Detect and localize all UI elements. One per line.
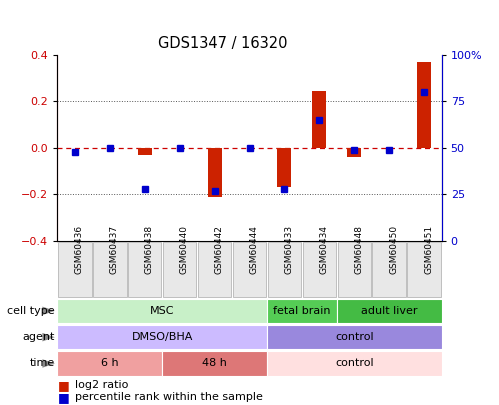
FancyBboxPatch shape (302, 242, 336, 296)
Text: control: control (335, 358, 374, 369)
Text: log2 ratio: log2 ratio (75, 380, 128, 390)
FancyBboxPatch shape (267, 325, 442, 349)
FancyBboxPatch shape (267, 299, 337, 323)
Text: ■: ■ (57, 391, 69, 404)
Text: GSM60437: GSM60437 (110, 225, 119, 274)
FancyBboxPatch shape (267, 352, 442, 375)
Text: GSM60433: GSM60433 (284, 225, 293, 274)
Text: GSM60444: GSM60444 (250, 225, 258, 274)
FancyBboxPatch shape (58, 242, 92, 296)
Text: ■: ■ (57, 379, 69, 392)
Text: MSC: MSC (150, 306, 175, 316)
FancyBboxPatch shape (267, 242, 301, 296)
Polygon shape (42, 307, 55, 315)
FancyBboxPatch shape (407, 242, 441, 296)
Text: percentile rank within the sample: percentile rank within the sample (75, 392, 263, 402)
Bar (277, 148, 291, 188)
Bar (347, 148, 361, 157)
Text: control: control (335, 332, 374, 342)
Text: GSM60450: GSM60450 (389, 225, 398, 274)
Text: agent: agent (22, 332, 55, 342)
Text: GSM60448: GSM60448 (354, 225, 363, 274)
Bar (312, 91, 326, 148)
Polygon shape (42, 333, 55, 341)
Text: adult liver: adult liver (361, 306, 418, 316)
FancyBboxPatch shape (57, 299, 267, 323)
Bar (417, 62, 431, 148)
FancyBboxPatch shape (337, 242, 371, 296)
FancyBboxPatch shape (372, 242, 406, 296)
Text: GSM60442: GSM60442 (215, 225, 224, 274)
Text: GSM60436: GSM60436 (75, 225, 84, 274)
Text: GSM60434: GSM60434 (319, 225, 328, 274)
Bar (138, 148, 152, 155)
Text: GSM60438: GSM60438 (145, 225, 154, 274)
FancyBboxPatch shape (198, 242, 232, 296)
FancyBboxPatch shape (57, 325, 267, 349)
FancyBboxPatch shape (128, 242, 162, 296)
FancyBboxPatch shape (93, 242, 127, 296)
Text: 48 h: 48 h (202, 358, 227, 369)
Polygon shape (42, 359, 55, 368)
Text: cell type: cell type (7, 306, 55, 316)
FancyBboxPatch shape (162, 352, 267, 375)
Text: GSM60440: GSM60440 (180, 225, 189, 274)
FancyBboxPatch shape (233, 242, 266, 296)
Text: GSM60451: GSM60451 (424, 225, 433, 274)
Text: fetal brain: fetal brain (273, 306, 331, 316)
Text: 6 h: 6 h (101, 358, 119, 369)
Text: time: time (29, 358, 55, 369)
FancyBboxPatch shape (163, 242, 197, 296)
Text: DMSO/BHA: DMSO/BHA (132, 332, 193, 342)
FancyBboxPatch shape (57, 352, 162, 375)
Title: GDS1347 / 16320: GDS1347 / 16320 (158, 36, 287, 51)
FancyBboxPatch shape (337, 299, 442, 323)
Bar (208, 148, 222, 197)
